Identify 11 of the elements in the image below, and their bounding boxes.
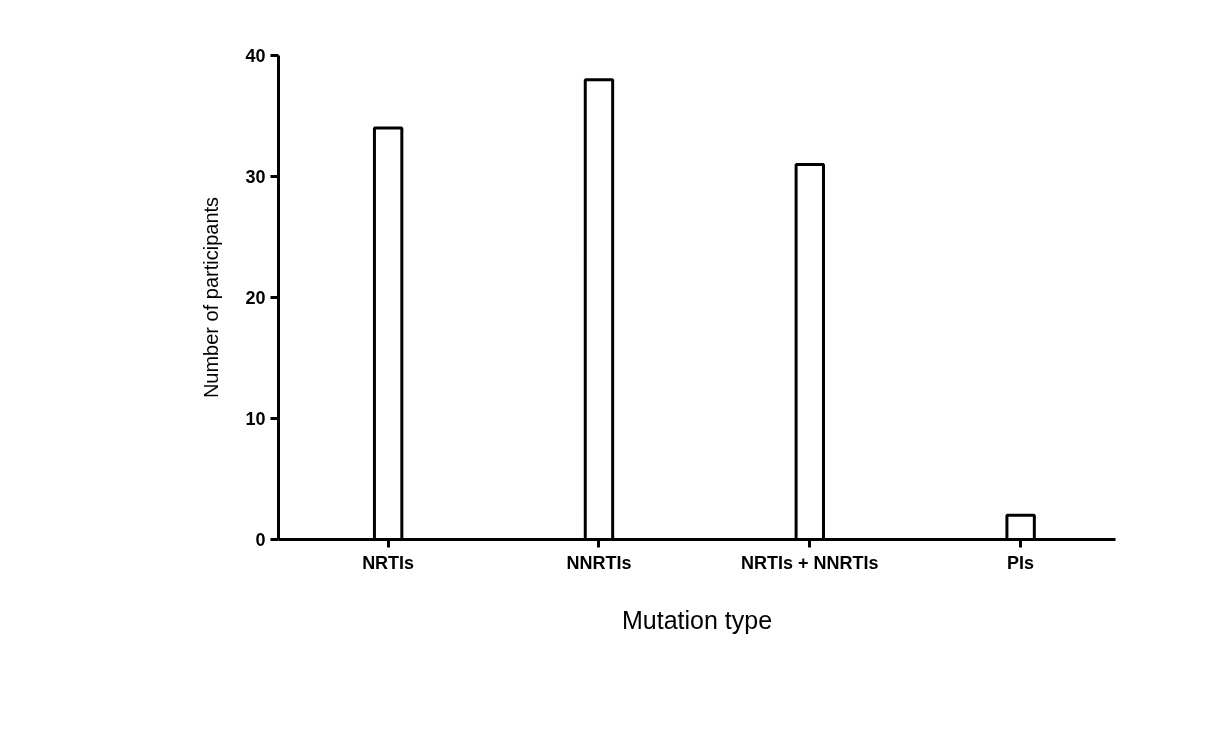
y-tick-label: 0 xyxy=(255,530,266,550)
y-tick-label: 30 xyxy=(245,167,266,187)
x-axis-title: Mutation type xyxy=(621,605,773,634)
y-tick-label: 40 xyxy=(245,46,266,66)
x-tick-label: NNRTIs xyxy=(566,552,632,573)
y-tick-label: 10 xyxy=(245,409,266,429)
y-tick-label: 20 xyxy=(245,288,266,308)
y-axis-title: Number of participants xyxy=(200,196,223,399)
x-tick-label: PIs xyxy=(1007,552,1035,573)
x-tick-label: NRTIs + NNRTIs xyxy=(741,552,879,573)
x-tick-label: NRTIs xyxy=(362,552,415,573)
